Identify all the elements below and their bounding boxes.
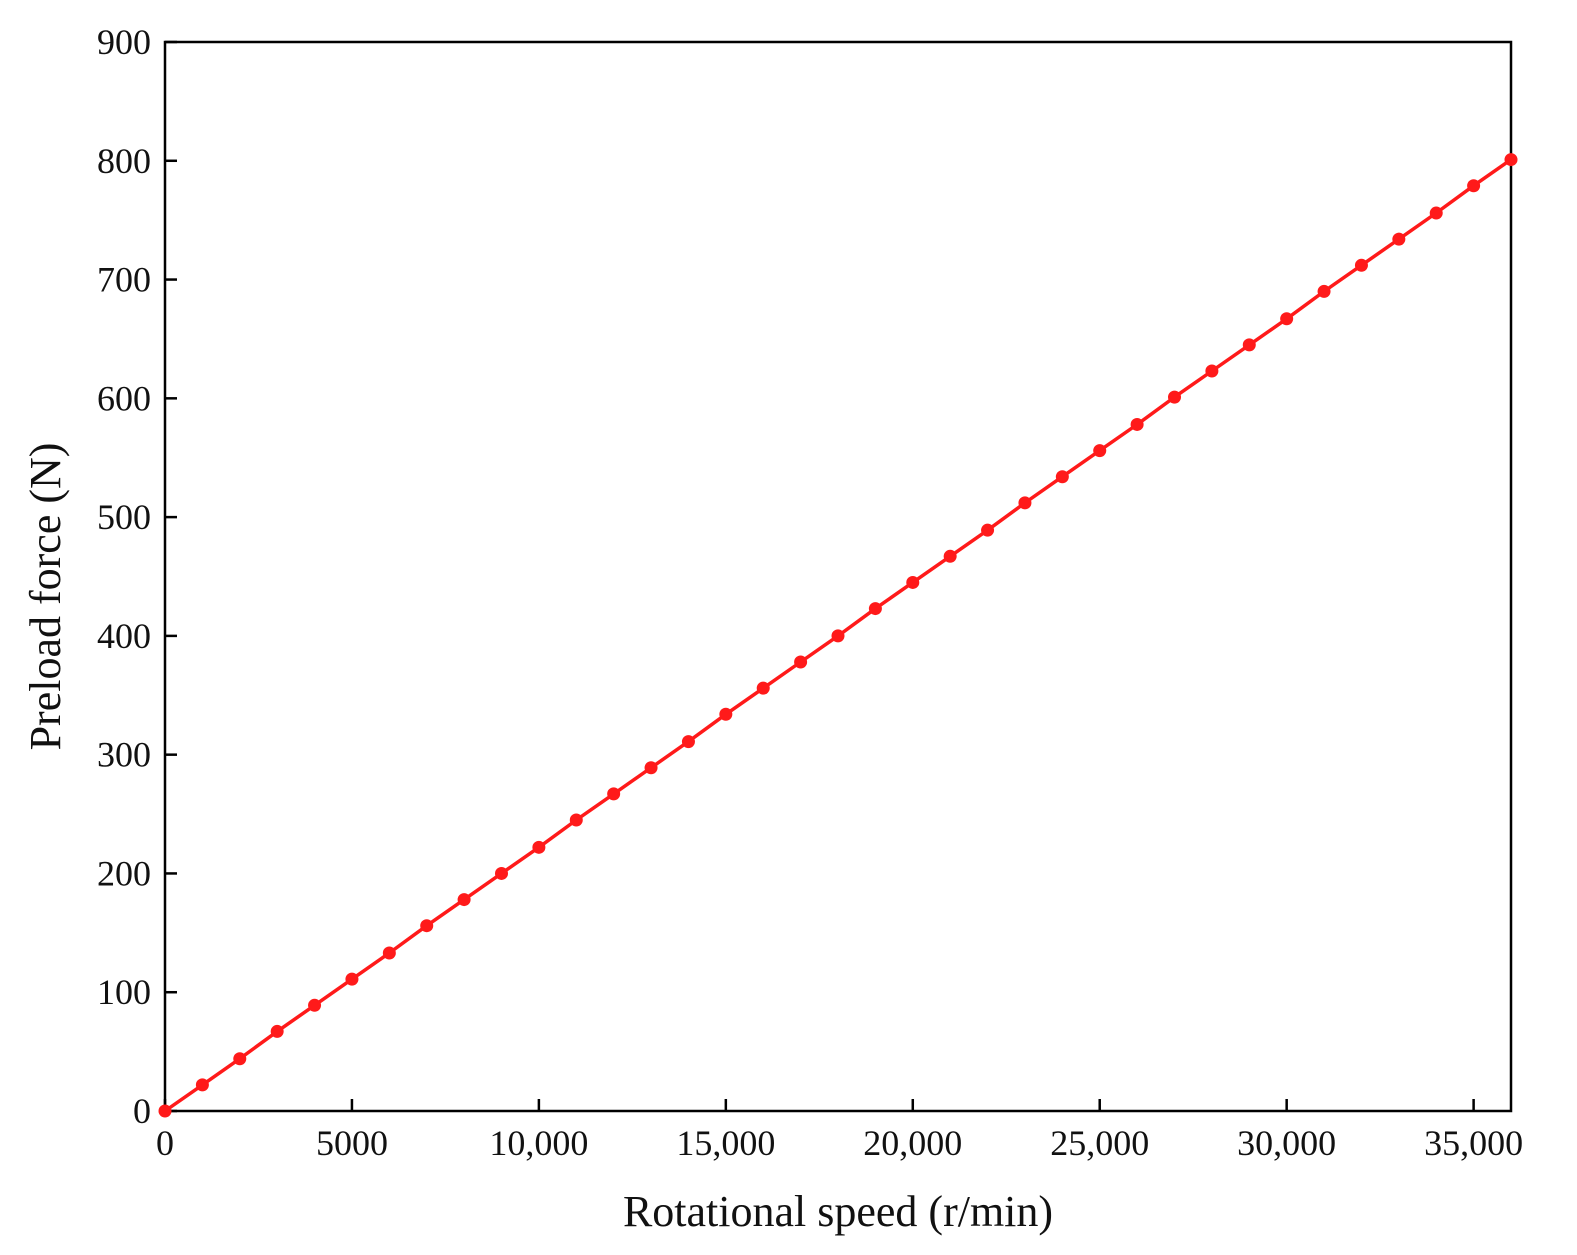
data-point (644, 761, 658, 775)
data-point (345, 972, 359, 986)
y-tick-label: 0 (133, 1091, 151, 1131)
data-point (1504, 153, 1518, 167)
data-point (794, 655, 808, 669)
y-tick-label: 100 (97, 972, 151, 1012)
data-point (981, 523, 995, 537)
data-point (1280, 312, 1294, 326)
data-point (756, 681, 770, 695)
x-axis-ticks: 0 5000 10,000 15,000 20,000 25,000 30,000 35,00… (156, 1099, 1523, 1163)
data-point (681, 735, 695, 749)
data-point (1055, 470, 1069, 484)
x-axis-title: Rotational speed (r/min) (623, 1187, 1053, 1236)
data-point (943, 549, 957, 563)
data-point (831, 629, 845, 643)
y-tick-label: 700 (97, 260, 151, 300)
data-point (158, 1104, 172, 1118)
data-point (868, 602, 882, 616)
data-point (457, 893, 471, 907)
data-point (420, 919, 434, 933)
data-point (1093, 444, 1107, 458)
y-tick-label: 500 (97, 497, 151, 537)
data-point (1317, 284, 1331, 298)
y-tick-label: 600 (97, 378, 151, 418)
data-point (607, 787, 621, 801)
data-point (270, 1024, 284, 1038)
y-tick-label: 200 (97, 853, 151, 893)
data-point (1205, 364, 1219, 378)
data-point (495, 866, 508, 880)
x-tick-label: 35,000 (1424, 1123, 1523, 1163)
data-point (1242, 338, 1256, 352)
data-point (1392, 232, 1406, 246)
y-tick-label: 400 (97, 616, 151, 656)
y-axis-ticks: 0 100 200 300 400 500 600 700 800 900 (97, 22, 177, 1131)
data-point (719, 707, 733, 721)
x-tick-label: 30,000 (1237, 1123, 1336, 1163)
y-axis-title: Preload force (N) (21, 443, 70, 751)
data-point (1018, 496, 1032, 510)
data-point (382, 946, 396, 960)
y-tick-label: 300 (97, 735, 151, 775)
x-tick-label: 25,000 (1050, 1123, 1149, 1163)
y-tick-label: 800 (97, 141, 151, 181)
data-point (569, 813, 583, 827)
x-tick-label: 10,000 (489, 1123, 588, 1163)
data-point (1429, 206, 1443, 220)
data-point (1130, 417, 1144, 431)
x-tick-label: 15,000 (676, 1123, 775, 1163)
x-tick-label: 20,000 (863, 1123, 962, 1163)
data-point (1168, 390, 1181, 404)
data-point (906, 575, 920, 589)
series-layer (158, 153, 1518, 1118)
data-point (1467, 179, 1481, 193)
data-point (1354, 258, 1368, 272)
data-point (308, 998, 322, 1012)
x-tick-label: 0 (156, 1123, 174, 1163)
y-tick-label: 900 (97, 22, 151, 62)
data-point (233, 1052, 247, 1066)
data-point (532, 840, 546, 854)
data-point (195, 1078, 209, 1092)
x-tick-label: 5000 (316, 1123, 388, 1163)
plot-frame (163, 40, 1513, 1113)
